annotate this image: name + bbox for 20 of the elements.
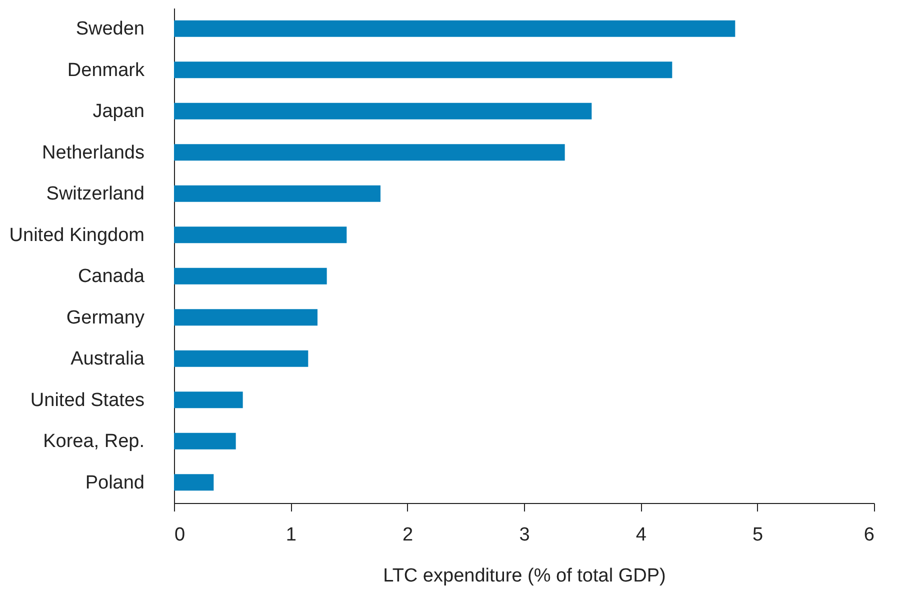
y-tick-label: Poland (85, 472, 144, 494)
y-tick-label: United Kingdom (9, 224, 144, 246)
x-tick-label: 4 (636, 524, 647, 546)
y-tick-label: Japan (92, 101, 144, 122)
x-tick-label: 1 (286, 524, 296, 546)
x-tick-label: 0 (174, 524, 186, 546)
y-tick-label: United States (30, 390, 144, 411)
x-tick-label: 5 (752, 524, 764, 546)
y-tick-label: Switzerland (46, 184, 144, 205)
x-tick-label: 6 (864, 524, 874, 546)
y-tick-label: Sweden (76, 18, 144, 40)
x-tick-label: 3 (519, 524, 530, 546)
y-tick-label: Korea, Rep. (43, 431, 144, 452)
y-tick-label: Canada (78, 266, 145, 288)
y-tick-label: Netherlands (42, 142, 144, 164)
x-axis-title: LTC expenditure (% of total GDP) (383, 566, 666, 586)
y-tick-label: Denmark (67, 60, 145, 81)
x-tick-label: 2 (402, 524, 414, 546)
y-tick-label: Germany (66, 307, 145, 328)
y-tick-label: Australia (70, 348, 145, 370)
